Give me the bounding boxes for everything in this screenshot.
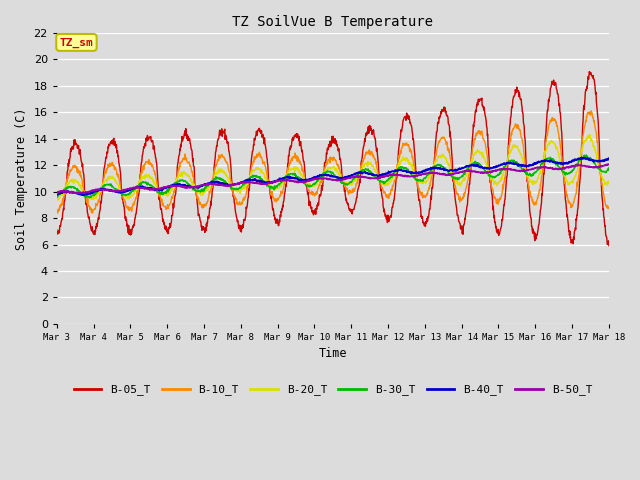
Title: TZ SoilVue B Temperature: TZ SoilVue B Temperature bbox=[232, 15, 433, 29]
Y-axis label: Soil Temperature (C): Soil Temperature (C) bbox=[15, 107, 28, 250]
Text: TZ_sm: TZ_sm bbox=[60, 37, 93, 48]
Legend: B-05_T, B-10_T, B-20_T, B-30_T, B-40_T, B-50_T: B-05_T, B-10_T, B-20_T, B-30_T, B-40_T, … bbox=[69, 380, 596, 400]
X-axis label: Time: Time bbox=[319, 348, 347, 360]
